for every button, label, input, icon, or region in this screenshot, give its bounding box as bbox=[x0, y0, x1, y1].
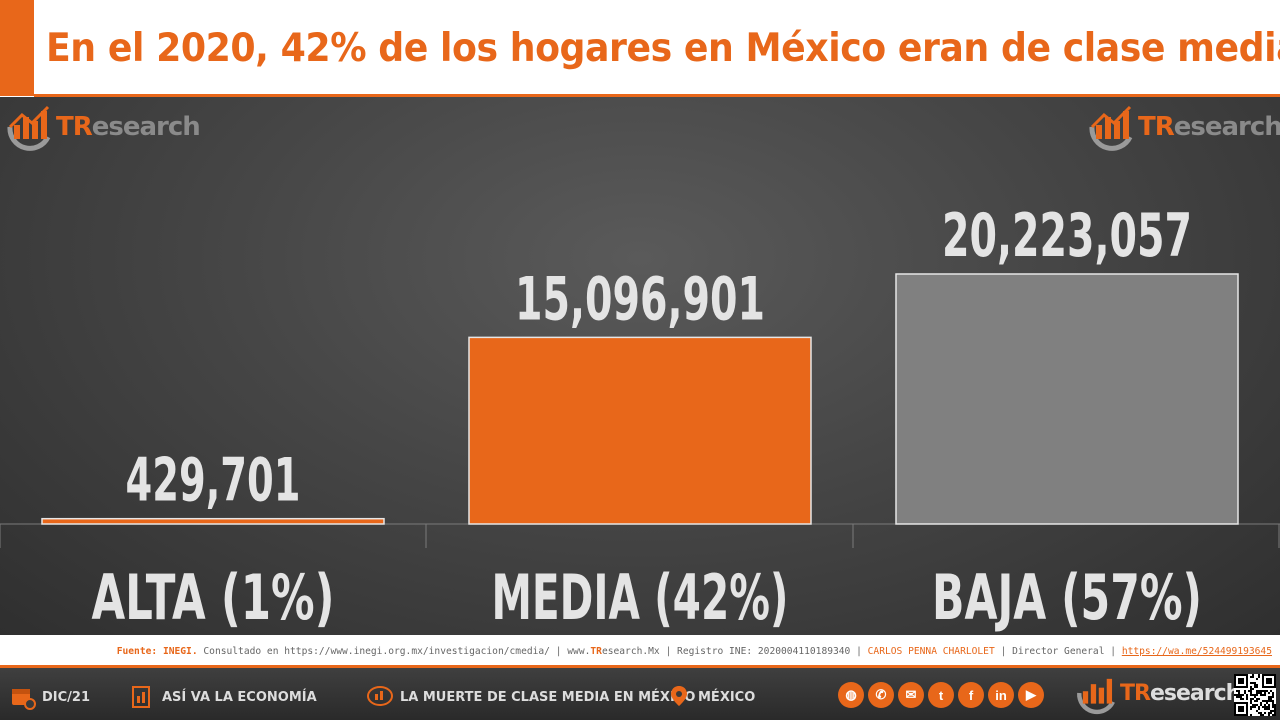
category-label: BAJA (57%) bbox=[932, 561, 1202, 634]
footer-place-text: MÉXICO bbox=[698, 689, 756, 705]
chat-chart-icon bbox=[367, 686, 393, 706]
bar-value-label: 429,701 bbox=[126, 446, 301, 516]
mail-icon[interactable]: ✉ bbox=[898, 682, 924, 708]
twitter-icon[interactable]: t bbox=[928, 682, 954, 708]
whatsapp-link[interactable]: https://wa.me/524499193645 bbox=[1121, 646, 1272, 657]
phone-icon[interactable]: ✆ bbox=[868, 682, 894, 708]
footer-section-text: ASÍ VA LA ECONOMÍA bbox=[162, 689, 317, 705]
source-role: Director General bbox=[1012, 646, 1105, 657]
brand-chart-icon bbox=[1089, 105, 1133, 151]
linkedin-icon[interactable]: in bbox=[988, 682, 1014, 708]
footer: DIC/21 ASÍ VA LA ECONOMÍA LA MUERTE DE C… bbox=[0, 665, 1280, 720]
youtube-icon[interactable]: ▶ bbox=[1018, 682, 1044, 708]
qr-code-icon[interactable] bbox=[1234, 674, 1276, 716]
brand-chart-icon bbox=[1077, 678, 1115, 715]
logo-tr: TR bbox=[1120, 680, 1151, 706]
facebook-icon[interactable]: f bbox=[958, 682, 984, 708]
logo-tr: TR bbox=[1138, 112, 1175, 142]
brand-logo-left: TResearch bbox=[4, 101, 201, 153]
logo-rest: esearch bbox=[91, 112, 201, 142]
footer-date: DIC/21 bbox=[10, 684, 90, 710]
logo-rest: esearch bbox=[1173, 112, 1280, 142]
report-icon bbox=[132, 686, 150, 708]
source-consulted: Consultado en https://www.inegi.org.mx/i… bbox=[203, 646, 550, 657]
source-author: CARLOS PENNA CHARLOLET bbox=[867, 646, 995, 657]
chart-area: TResearch TResearch 429,701 ALTA (1%) 15,0… bbox=[0, 97, 1280, 635]
bar-chart: 429,701 ALTA (1%) 15,096,901 MEDIA (42%) 20,… bbox=[0, 201, 1280, 634]
source-web-prefix: www. bbox=[567, 646, 591, 657]
header-rule bbox=[34, 94, 1280, 97]
logo-rest: esearch bbox=[1149, 680, 1241, 706]
logo-tr: TR bbox=[56, 112, 93, 142]
footer-topic-text: LA MUERTE DE CLASE MEDIA EN MÉXICO bbox=[400, 689, 696, 705]
footer-place: MÉXICO bbox=[666, 684, 755, 710]
source-registro: Registro INE: 2020004110189340 bbox=[677, 646, 851, 657]
bar-value-label: 20,223,057 bbox=[942, 201, 1192, 271]
calendar-icon bbox=[12, 689, 36, 710]
bar-value-label: 15,096,901 bbox=[515, 264, 765, 334]
footer-section: ASÍ VA LA ECONOMÍA bbox=[130, 684, 317, 710]
category-label: MEDIA (42%) bbox=[492, 561, 789, 634]
bar bbox=[41, 517, 385, 525]
brand-logo-right: TResearch bbox=[1086, 101, 1280, 153]
brand-chart-icon bbox=[7, 105, 51, 151]
source-web-rest: esearch.Mx bbox=[601, 646, 660, 657]
source-org: INEGI. bbox=[162, 646, 198, 657]
bar bbox=[468, 336, 812, 525]
header-accent bbox=[0, 0, 34, 96]
footer-date-text: DIC/21 bbox=[42, 689, 91, 705]
header: En el 2020, 42% de los hogares en México… bbox=[0, 0, 1280, 97]
social-icons: ◍ ✆ ✉ t f in ▶ bbox=[838, 682, 1048, 708]
category-label: ALTA (1%) bbox=[92, 561, 335, 634]
source-label: Fuente: bbox=[116, 646, 158, 657]
source-web-tr: TR bbox=[590, 646, 602, 657]
location-pin-icon bbox=[671, 686, 687, 706]
globe-icon[interactable]: ◍ bbox=[838, 682, 864, 708]
source-line: Fuente: INEGI. Consultado en https://www… bbox=[0, 635, 1280, 665]
footer-brand-logo: TResearch bbox=[1074, 670, 1241, 716]
bar bbox=[895, 273, 1239, 525]
footer-topic: LA MUERTE DE CLASE MEDIA EN MÉXICO bbox=[366, 684, 695, 710]
page-title: En el 2020, 42% de los hogares en México… bbox=[46, 26, 1280, 71]
